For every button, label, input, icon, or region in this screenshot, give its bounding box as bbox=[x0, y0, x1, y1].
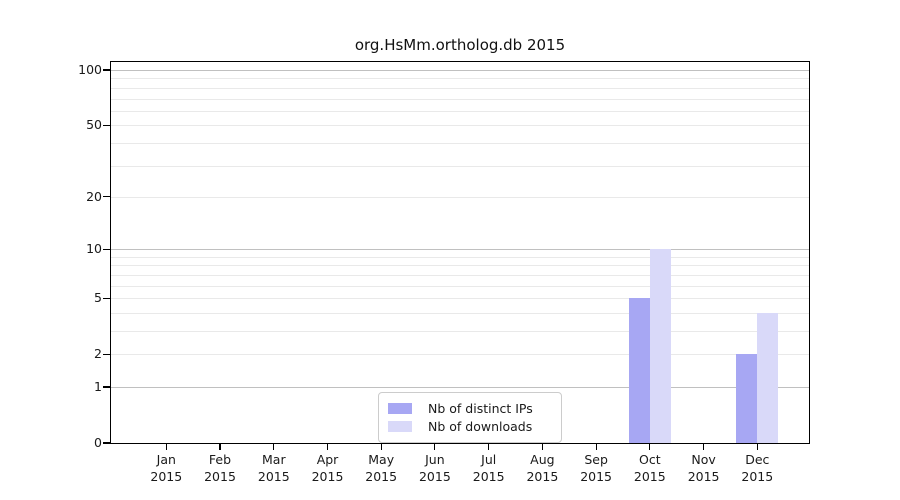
x-tick-label: Apr 2015 bbox=[300, 451, 356, 485]
x-tick-month: Sep bbox=[584, 452, 608, 467]
minor-gridline bbox=[111, 331, 809, 332]
x-tick-label: May 2015 bbox=[353, 451, 409, 485]
y-tick-label: 0 bbox=[94, 435, 102, 450]
y-tick-label: 100 bbox=[78, 62, 102, 77]
y-tick bbox=[103, 297, 110, 299]
legend-rows: Nb of distinct IPs Nb of downloads bbox=[379, 400, 561, 434]
x-tick bbox=[756, 444, 758, 450]
x-tick-month: Apr bbox=[316, 452, 339, 467]
legend-row: Nb of downloads bbox=[379, 418, 561, 434]
y-tick bbox=[103, 69, 110, 71]
y-tick bbox=[103, 196, 110, 198]
plot-frame bbox=[110, 61, 810, 444]
major-gridline bbox=[111, 249, 809, 251]
x-tick-month: Feb bbox=[208, 452, 232, 467]
minor-gridline bbox=[111, 165, 809, 167]
x-tick-year: 2015 bbox=[633, 469, 666, 484]
x-tick-label: Mar 2015 bbox=[246, 451, 302, 485]
minor-gridline bbox=[111, 98, 809, 100]
x-tick bbox=[595, 444, 597, 450]
y-tick-label: 2 bbox=[94, 346, 102, 362]
x-tick bbox=[273, 444, 275, 450]
minor-gridline bbox=[111, 354, 809, 356]
legend-row: Nb of distinct IPs bbox=[379, 400, 561, 416]
x-tick-label: Aug 2015 bbox=[514, 451, 570, 485]
x-tick-year: 2015 bbox=[580, 469, 612, 484]
minor-gridline bbox=[111, 274, 809, 276]
x-tick-year: 2015 bbox=[365, 469, 398, 484]
x-tick-month: Jul bbox=[481, 452, 497, 467]
minor-gridline bbox=[111, 285, 809, 287]
bar bbox=[649, 249, 671, 443]
y-tick-label: 1 bbox=[94, 379, 102, 394]
y-tick-label: 10 bbox=[86, 241, 102, 257]
legend-label: Nb of downloads bbox=[428, 418, 533, 434]
major-gridline bbox=[111, 70, 809, 71]
x-tick-month: May bbox=[368, 452, 395, 467]
x-tick bbox=[380, 444, 382, 450]
legend-swatch bbox=[388, 420, 412, 432]
y-tick bbox=[103, 353, 110, 355]
x-tick bbox=[219, 444, 221, 450]
y-tick bbox=[103, 442, 110, 444]
x-tick-month: Mar bbox=[262, 452, 286, 467]
minor-gridline bbox=[111, 256, 809, 258]
x-tick bbox=[434, 444, 436, 450]
x-tick-label: Jan 2015 bbox=[138, 451, 194, 485]
y-tick bbox=[103, 124, 110, 126]
x-tick-label: Sep 2015 bbox=[568, 451, 624, 485]
minor-gridline bbox=[111, 142, 809, 144]
y-tick bbox=[103, 248, 110, 250]
x-tick-year: 2015 bbox=[526, 469, 559, 484]
y-tick-label: 5 bbox=[94, 290, 102, 306]
x-tick bbox=[326, 444, 329, 450]
legend-swatch bbox=[388, 402, 412, 414]
x-tick-month: Oct bbox=[638, 452, 661, 467]
x-tick-label: Jul 2015 bbox=[461, 451, 517, 485]
legend-label: Nb of distinct IPs bbox=[428, 400, 533, 416]
y-tick-label: 50 bbox=[86, 117, 102, 133]
x-tick-month: Nov bbox=[691, 452, 716, 467]
x-tick-label: Nov 2015 bbox=[676, 451, 732, 485]
minor-gridline bbox=[111, 78, 809, 80]
x-tick bbox=[488, 444, 490, 450]
y-tick-label: 20 bbox=[86, 188, 102, 204]
x-tick-year: 2015 bbox=[257, 469, 290, 484]
minor-gridline bbox=[111, 298, 809, 300]
bar bbox=[736, 354, 758, 443]
x-tick-year: 2015 bbox=[687, 469, 720, 484]
x-tick-year: 2015 bbox=[418, 469, 451, 484]
minor-gridline bbox=[111, 125, 809, 127]
x-tick bbox=[541, 444, 543, 450]
x-tick-year: 2015 bbox=[472, 469, 505, 484]
x-tick-year: 2015 bbox=[741, 469, 774, 484]
minor-gridline bbox=[111, 265, 809, 267]
x-tick-year: 2015 bbox=[204, 469, 236, 484]
x-tick-month: Aug bbox=[530, 452, 555, 467]
x-tick-month: Jan bbox=[156, 452, 176, 467]
x-tick-label: Jun 2015 bbox=[407, 451, 463, 485]
minor-gridline bbox=[111, 110, 809, 112]
minor-gridline bbox=[111, 196, 809, 198]
y-tick bbox=[103, 386, 110, 388]
chart-title: org.HsMm.ortholog.db 2015 bbox=[354, 36, 566, 54]
x-tick bbox=[649, 444, 651, 450]
bar bbox=[628, 298, 650, 443]
minor-gridline bbox=[111, 87, 809, 89]
x-tick-month: Dec bbox=[745, 452, 770, 467]
x-tick-year: 2015 bbox=[150, 469, 183, 484]
x-tick-label: Oct 2015 bbox=[622, 451, 678, 485]
x-tick-label: Feb 2015 bbox=[192, 451, 248, 485]
bar bbox=[757, 312, 779, 443]
minor-gridline bbox=[111, 312, 809, 314]
x-tick-year: 2015 bbox=[311, 469, 344, 484]
x-tick-month: Jun bbox=[425, 452, 445, 467]
x-tick bbox=[165, 444, 167, 450]
legend: Nb of distinct IPs Nb of downloads bbox=[378, 392, 562, 443]
x-tick-label: Dec 2015 bbox=[729, 451, 785, 485]
x-tick bbox=[703, 444, 705, 450]
major-gridline bbox=[111, 387, 809, 388]
